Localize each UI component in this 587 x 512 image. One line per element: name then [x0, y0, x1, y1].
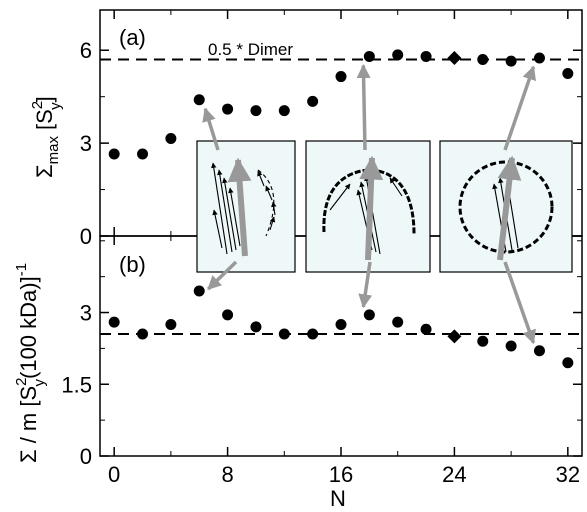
inset-3-spin-ring — [458, 160, 554, 254]
data-point — [137, 148, 149, 160]
data-point — [363, 50, 375, 62]
data-point — [137, 328, 149, 340]
y-tick-label: 3 — [80, 301, 92, 326]
data-point — [505, 340, 517, 352]
inset-pointer-arrows — [202, 64, 537, 345]
data-point — [278, 105, 290, 117]
inset-2 — [305, 140, 431, 273]
panel-b-y-axis-label: Σ / m [S2y(100 kDa)]-1 — [13, 263, 48, 463]
data-point — [392, 316, 404, 328]
panel-a-reference-label: 0.5 * Dimer — [208, 40, 293, 59]
data-point — [477, 54, 489, 66]
pointer-arrow-up — [503, 65, 537, 151]
pointer-arrow-down — [503, 261, 536, 345]
data-point — [250, 105, 262, 117]
data-point — [250, 321, 262, 333]
data-point — [108, 316, 120, 328]
x-tick-label: 32 — [556, 462, 580, 487]
data-point — [363, 309, 375, 321]
panel-b-points — [108, 285, 574, 369]
data-point — [193, 94, 205, 106]
x-tick-label: 0 — [108, 462, 120, 487]
x-tick-label: 16 — [329, 462, 353, 487]
data-point — [420, 50, 432, 62]
data-point-diamond — [447, 50, 462, 65]
data-point — [165, 318, 177, 330]
x-tick-label: 8 — [221, 462, 233, 487]
data-point — [335, 71, 347, 83]
y-tick-label: 6 — [80, 38, 92, 63]
data-point — [193, 285, 205, 297]
panel-a-y-ticks: 0 3 6 — [80, 38, 582, 249]
data-point — [392, 49, 404, 61]
panel-b-y-ticks: 01.53 — [61, 240, 582, 469]
data-point — [307, 95, 319, 107]
panel-a-points — [108, 49, 574, 160]
inset-1-total-moment — [227, 157, 252, 257]
data-point — [165, 132, 177, 144]
pointer-arrow-up — [202, 107, 220, 151]
data-point — [307, 328, 319, 340]
panel-a: 0.5 * Dimer (a) 0 3 6 Σmax[S2y] — [29, 9, 583, 249]
data-point — [420, 323, 432, 335]
data-point — [562, 67, 574, 79]
x-axis-label: N — [330, 486, 346, 511]
panel-b-label: (b) — [119, 252, 146, 277]
data-point-diamond — [447, 329, 462, 344]
data-point — [108, 148, 120, 160]
y-tick-label: 0 — [80, 444, 92, 469]
data-point — [533, 345, 545, 357]
panel-a-label: (a) — [119, 25, 146, 50]
data-point — [505, 55, 517, 67]
data-point — [222, 103, 234, 115]
pointer-arrow-down — [358, 261, 373, 309]
y-tick-label: 0 — [80, 224, 92, 249]
data-point — [222, 309, 234, 321]
y-tick-label: 1.5 — [61, 372, 92, 397]
inset-3 — [439, 140, 573, 273]
y-tick-label: 3 — [80, 131, 92, 156]
data-point — [335, 318, 347, 330]
data-point — [477, 335, 489, 347]
pointer-arrow-up — [356, 64, 371, 151]
panel-a-y-axis-label: Σmax[S2y] — [29, 96, 64, 178]
panel-b: (b) 01.53 0 8 16 24 32 N Σ / m [S2y(100 kDa)… — [13, 235, 583, 511]
data-point — [278, 328, 290, 340]
inset-2-total-moment — [359, 155, 384, 261]
pointer-arrow-down — [207, 260, 238, 291]
inset-1 — [196, 140, 296, 273]
inset-1-spins — [211, 162, 277, 255]
data-point — [562, 357, 574, 369]
inset-3-total-moment — [497, 155, 522, 261]
data-point — [533, 52, 545, 64]
x-tick-label: 24 — [442, 462, 466, 487]
